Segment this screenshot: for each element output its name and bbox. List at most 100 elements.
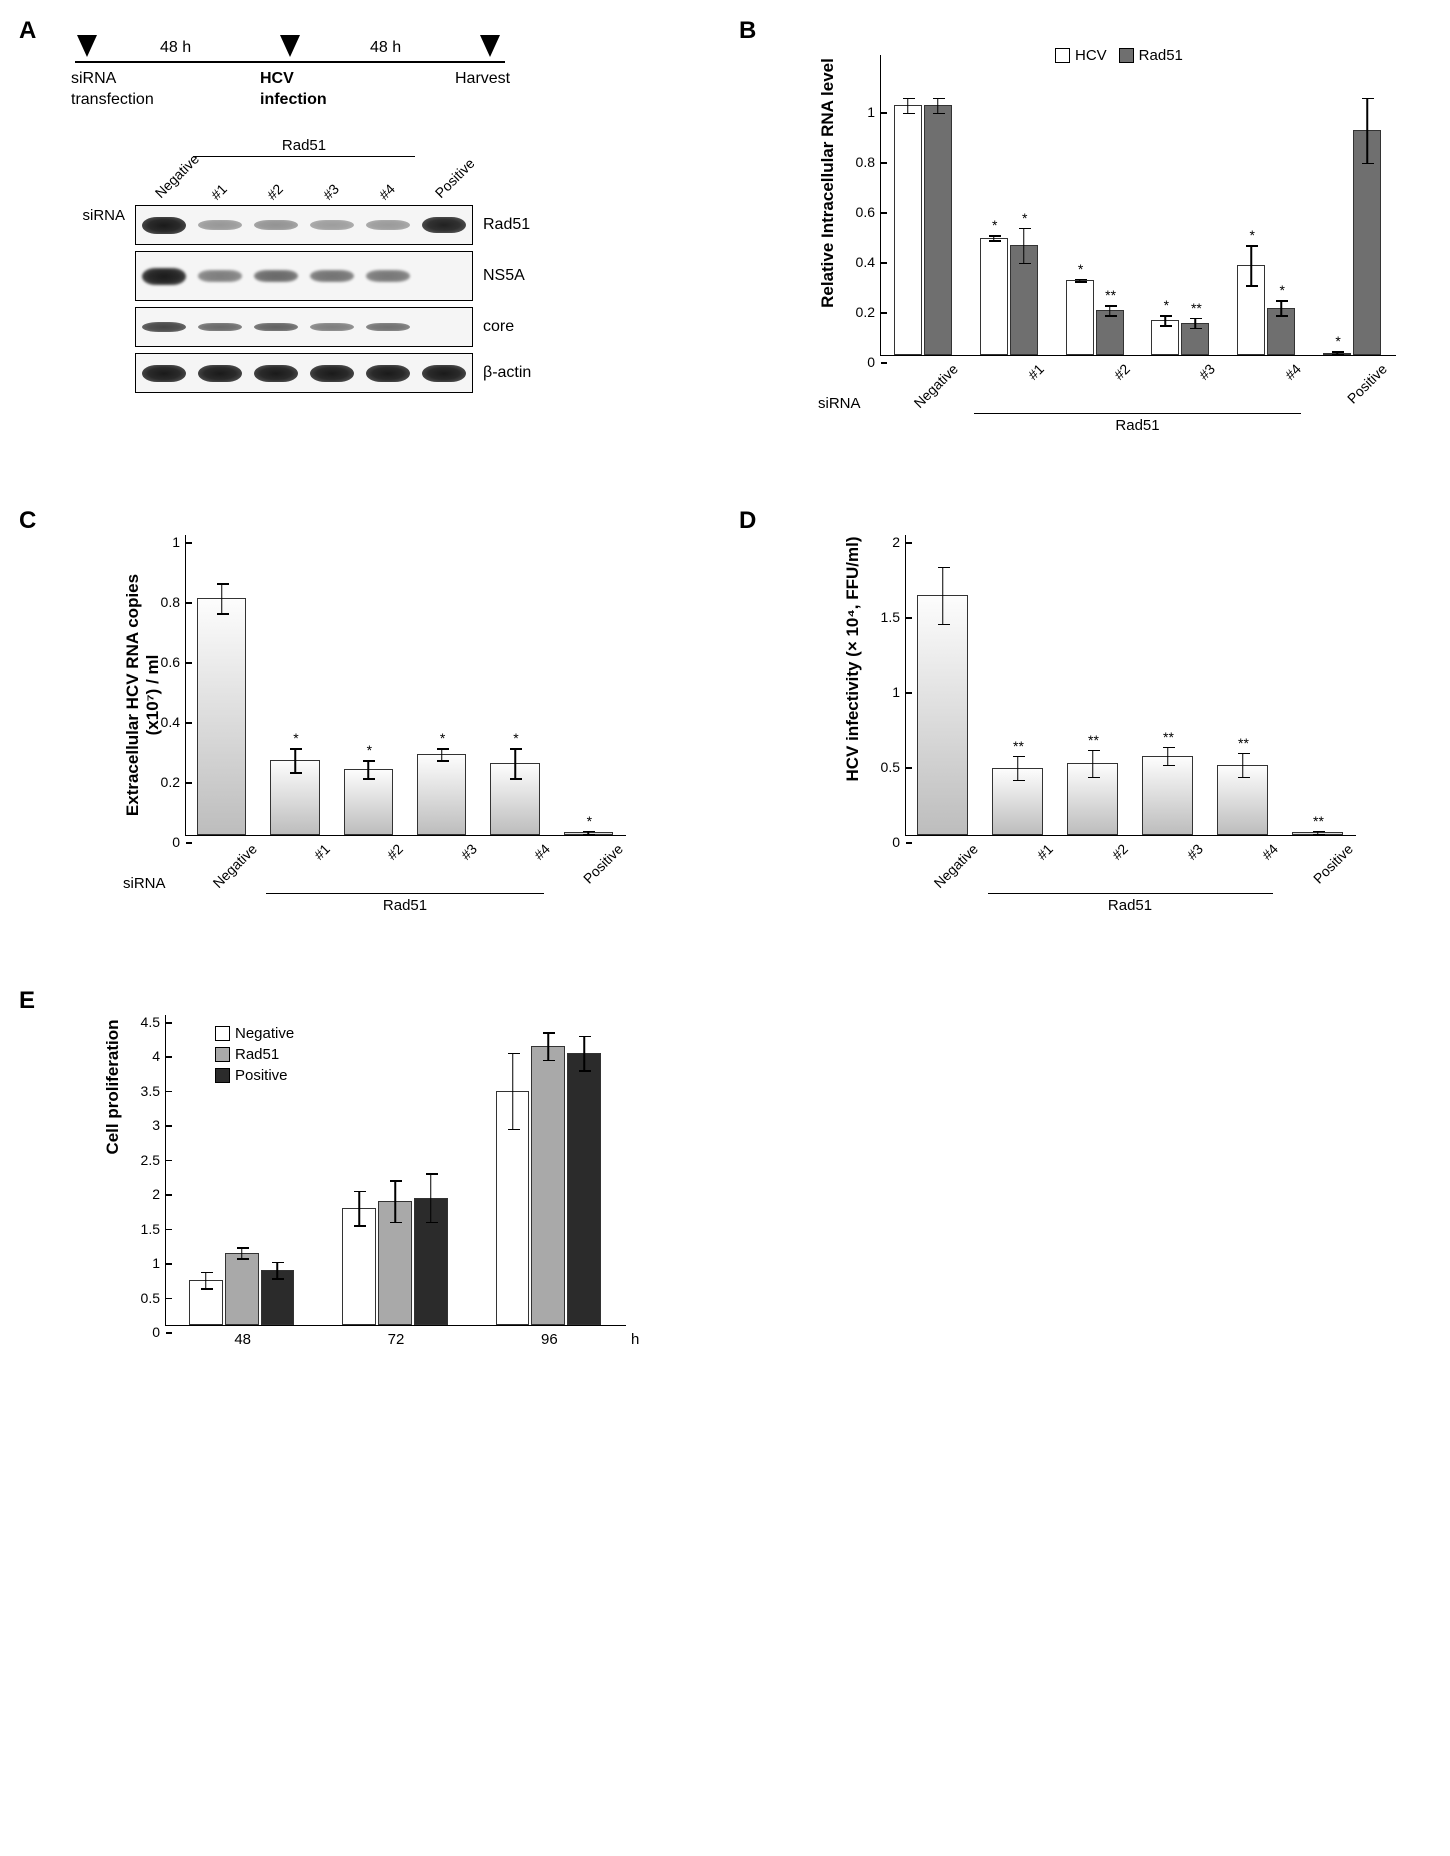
blot-strip-ns5a	[135, 251, 473, 301]
y-tick: 0.4	[856, 254, 881, 270]
legend-label: Rad51	[235, 1046, 279, 1063]
blot-row-label: Rad51	[483, 216, 530, 234]
y-tick: 1.5	[881, 609, 906, 625]
y-tick: 0.8	[856, 154, 881, 170]
bar	[894, 105, 922, 355]
legend-label: Negative	[235, 1025, 294, 1042]
x-tick-label: #3	[1159, 355, 1218, 414]
y-tick: 0	[892, 834, 906, 850]
significance-marker: **	[1238, 735, 1249, 751]
significance-marker: *	[1335, 333, 1340, 349]
x-tick-label: #1	[987, 355, 1046, 414]
significance-marker: *	[1164, 297, 1169, 313]
blot-lane-header: #4	[376, 181, 398, 203]
x-axis-title: siRNA	[123, 875, 166, 892]
legend-label: Rad51	[1139, 47, 1183, 64]
y-tick: 3	[152, 1117, 166, 1133]
panel-b: B 00.20.40.60.81***********Negative#1#2#…	[745, 25, 1425, 455]
y-tick: 0.5	[881, 759, 906, 775]
panel-e: E 00.511.522.533.544.5487296Cell prolife…	[25, 995, 705, 1375]
x-tick-label: #2	[1073, 355, 1132, 414]
bar	[980, 238, 1008, 356]
y-tick: 0.6	[856, 204, 881, 220]
y-tick: 2	[152, 1186, 166, 1202]
x-tick-label: #4	[1245, 355, 1304, 414]
significance-marker: *	[1280, 282, 1285, 298]
y-tick: 4.5	[141, 1014, 166, 1030]
x-tick-label: #1	[996, 835, 1055, 894]
timeline-arrow-icon	[77, 35, 97, 57]
group-bracket-label: Rad51	[383, 897, 427, 914]
timeline-interval: 48 h	[160, 39, 191, 57]
significance-marker: **	[1191, 300, 1202, 316]
significance-marker: *	[1249, 227, 1254, 243]
timeline-event: Harvest	[455, 69, 510, 90]
y-tick: 2	[892, 534, 906, 550]
panel-c: C 00.20.40.60.81*****Negative#1#2#3#4Pos…	[25, 515, 705, 935]
significance-marker: *	[1078, 261, 1083, 277]
timeline-interval: 48 h	[370, 39, 401, 57]
panel-e-label: E	[19, 987, 35, 1015]
y-tick: 0.2	[161, 774, 186, 790]
y-tick: 0.6	[161, 654, 186, 670]
bar	[567, 1053, 601, 1325]
y-tick: 0.4	[161, 714, 186, 730]
blot-lane-header: #1	[208, 181, 230, 203]
x-tick-label: Positive	[567, 835, 626, 894]
blot-lane-header: #3	[320, 181, 342, 203]
x-tick-label: #4	[494, 835, 553, 894]
blot-axis-label: siRNA	[75, 135, 125, 224]
y-tick: 3.5	[141, 1083, 166, 1099]
bar	[531, 1046, 565, 1325]
y-tick: 1	[892, 684, 906, 700]
y-tick: 4	[152, 1048, 166, 1064]
panel-d-label: D	[739, 507, 756, 535]
timeline-arrow-icon	[280, 35, 300, 57]
significance-marker: *	[293, 730, 298, 746]
group-bracket-label: Rad51	[1115, 417, 1159, 434]
legend-label: HCV	[1075, 47, 1107, 64]
x-tick-label: #3	[1146, 835, 1205, 894]
legend-swatch	[215, 1047, 230, 1062]
bar	[917, 595, 968, 835]
significance-marker: *	[992, 217, 997, 233]
legend-swatch	[1119, 48, 1134, 63]
y-tick: 1	[172, 534, 186, 550]
group-bracket-label: Rad51	[1108, 897, 1152, 914]
legend-swatch	[215, 1026, 230, 1041]
x-tick-label: #2	[1071, 835, 1130, 894]
y-axis-label: Cell proliferation	[103, 932, 123, 1242]
panel-a-blots: siRNA Rad51 Negative#1#2#3#4Positive Rad…	[75, 135, 705, 399]
legend: HCV Rad51	[1055, 47, 1183, 64]
legend-swatch	[215, 1068, 230, 1083]
panel-a: A 48 h 48 h siRNAtransfection HCVinfecti…	[25, 25, 705, 455]
significance-marker: **	[1105, 287, 1116, 303]
timeline-arrow-icon	[480, 35, 500, 57]
panel-a-timeline: 48 h 48 h siRNAtransfection HCVinfection…	[75, 35, 505, 115]
y-axis-label: Extracellular HCV RNA copies(x10⁷) / ml	[123, 545, 163, 845]
x-tick-label: Positive	[1331, 355, 1390, 414]
y-tick: 2.5	[141, 1152, 166, 1168]
x-tick-label: Negative	[921, 835, 980, 894]
y-axis-label: HCV infectivity (× 10⁴, FFU/ml)	[843, 509, 863, 809]
x-tick-label: Negative	[901, 355, 960, 414]
y-tick: 1	[867, 104, 881, 120]
y-tick: 0	[172, 834, 186, 850]
y-tick: 0	[152, 1324, 166, 1340]
significance-marker: *	[587, 813, 592, 829]
timeline-event: HCVinfection	[260, 69, 327, 111]
legend-label: Positive	[235, 1067, 288, 1084]
significance-marker: **	[1313, 813, 1324, 829]
blot-lane-header: Positive	[432, 155, 478, 201]
bar	[1142, 756, 1193, 836]
panel-d: D 00.511.52**********Negative#1#2#3#4Pos…	[745, 515, 1425, 935]
significance-marker: **	[1013, 738, 1024, 754]
bar	[1066, 280, 1094, 355]
bar	[225, 1253, 259, 1325]
y-tick: 1	[152, 1255, 166, 1271]
panel-a-label: A	[19, 17, 36, 45]
significance-marker: *	[513, 730, 518, 746]
timeline-event: siRNAtransfection	[71, 69, 154, 111]
x-tick-label: 96	[541, 1325, 558, 1348]
x-tick-label: 48	[234, 1325, 251, 1348]
